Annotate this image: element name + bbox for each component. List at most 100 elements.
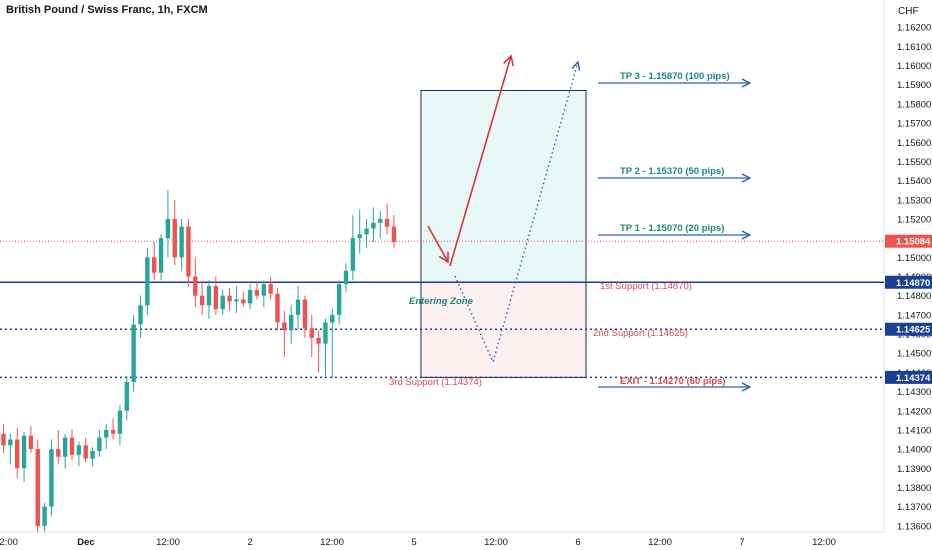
- candle-body: [158, 238, 164, 273]
- level-badge-bg: [885, 322, 932, 336]
- y-tick-label: 1.15000: [897, 253, 931, 264]
- y-tick-label: 1.13600: [897, 521, 931, 532]
- y-tick-label: 1.16200: [897, 23, 931, 34]
- y-tick-label: 1.15600: [897, 138, 931, 149]
- tp1-label: TP 1 - 1.15070 (20 pips): [620, 223, 724, 234]
- candle-body: [56, 449, 61, 457]
- candle-body: [282, 322, 287, 331]
- candle-body: [206, 286, 212, 306]
- candle-body: [199, 295, 205, 306]
- candle-body: [42, 506, 47, 526]
- support3-label: 3rd Support (1.14374): [389, 377, 482, 388]
- support2-label: 2nd Support (1.14625): [593, 328, 688, 339]
- x-tick-label: 12:00: [812, 537, 836, 548]
- candle-body: [213, 286, 219, 310]
- candle-body: [138, 305, 143, 325]
- current-price-badge-bg: [885, 234, 932, 248]
- x-tick-label: 12:00: [484, 537, 508, 548]
- y-tick-label: 1.15800: [897, 99, 931, 110]
- candle-body: [110, 429, 116, 434]
- candle-body: [131, 324, 136, 382]
- level-badge: 1.14870: [896, 278, 930, 289]
- candle-body: [145, 257, 150, 306]
- y-tick-label: 1.16100: [897, 42, 931, 53]
- candle-body: [152, 257, 157, 273]
- exit-label: EXIT - 1.14270 (60 pips): [620, 376, 726, 387]
- y-tick-label: 1.15300: [897, 195, 931, 206]
- y-tick-label: 1.15500: [897, 157, 931, 168]
- red-arrow-up: [449, 54, 515, 267]
- y-tick-label: 1.14000: [897, 445, 931, 456]
- candle-body: [172, 218, 177, 258]
- candle-body: [193, 276, 198, 296]
- candle-body: [275, 293, 280, 323]
- candle-body: [254, 289, 260, 296]
- candle-body: [357, 234, 362, 239]
- candle-body: [295, 299, 301, 315]
- candle-body: [76, 445, 82, 455]
- support1-label: 1st Support (1.14870): [600, 281, 692, 292]
- candle-body: [8, 439, 13, 446]
- candle-body: [165, 218, 171, 239]
- candle-body: [83, 445, 88, 459]
- x-tick-label: 7: [739, 537, 744, 548]
- candle-body: [247, 289, 253, 304]
- candle-body: [28, 435, 34, 450]
- tp3-label: TP 3 - 1.15870 (100 pips): [620, 71, 730, 82]
- y-tick-label: 1.14200: [897, 406, 931, 417]
- candle-body: [35, 449, 40, 526]
- y-tick-label: 1.14100: [897, 425, 931, 436]
- candle-body: [261, 284, 266, 296]
- red-arrow-down: [427, 225, 449, 264]
- zone-outline: [420, 89, 587, 378]
- candle-body: [309, 328, 314, 338]
- y-tick-label: 1.14500: [897, 349, 931, 360]
- candle-body: [364, 228, 369, 235]
- level-badge: 1.14374: [896, 373, 931, 384]
- candle-body: [220, 295, 225, 310]
- profit-zone: [421, 90, 586, 283]
- chart-title: British Pound / Swiss Franc, 1h, FXCM: [6, 4, 208, 16]
- candle-body: [227, 295, 232, 302]
- candle-body: [117, 410, 123, 434]
- x-tick-label: 5: [411, 537, 416, 548]
- x-tick-label: 6: [575, 537, 580, 548]
- x-tick-label: Dec: [77, 537, 94, 548]
- currency-label: CHF: [898, 6, 919, 17]
- candle-body: [378, 218, 383, 223]
- y-tick-label: 1.16000: [897, 61, 931, 72]
- x-tick-label: 12:00: [320, 537, 344, 548]
- entering-zone-label: Entering Zone: [409, 296, 474, 307]
- y-tick-label: 1.13800: [897, 483, 931, 494]
- candle-body: [336, 284, 342, 315]
- candle-body: [97, 437, 102, 452]
- loss-zone: [421, 282, 586, 378]
- plot-area: [0, 54, 884, 532]
- candle-body: [90, 451, 95, 459]
- candle-body: [104, 429, 109, 438]
- candle-body: [302, 299, 308, 329]
- candle-body: [69, 437, 75, 455]
- candle-body: [62, 437, 68, 457]
- x-tick-label: 12:00: [0, 537, 18, 548]
- candle-body: [371, 222, 376, 229]
- y-tick-label: 1.13900: [897, 464, 931, 475]
- candle-body: [330, 314, 335, 323]
- candle-body: [391, 226, 397, 242]
- y-tick-label: 1.14300: [897, 387, 931, 398]
- current-price-badge: 1.15084: [896, 237, 931, 248]
- x-tick-label: 12:00: [156, 537, 180, 548]
- x-tick-label: 2: [247, 537, 252, 548]
- y-tick-label: 1.13700: [897, 502, 931, 513]
- candle-body: [289, 314, 294, 331]
- level-badge-bg: [885, 370, 932, 384]
- candle-body: [15, 439, 20, 469]
- candle-body: [350, 238, 356, 271]
- x-tick-label: 12:00: [648, 537, 672, 548]
- y-tick-label: 1.15200: [897, 214, 931, 225]
- candle-body: [124, 381, 129, 411]
- level-badge-bg: [885, 275, 932, 289]
- candle-body: [179, 226, 184, 258]
- y-tick-label: 1.15900: [897, 80, 931, 91]
